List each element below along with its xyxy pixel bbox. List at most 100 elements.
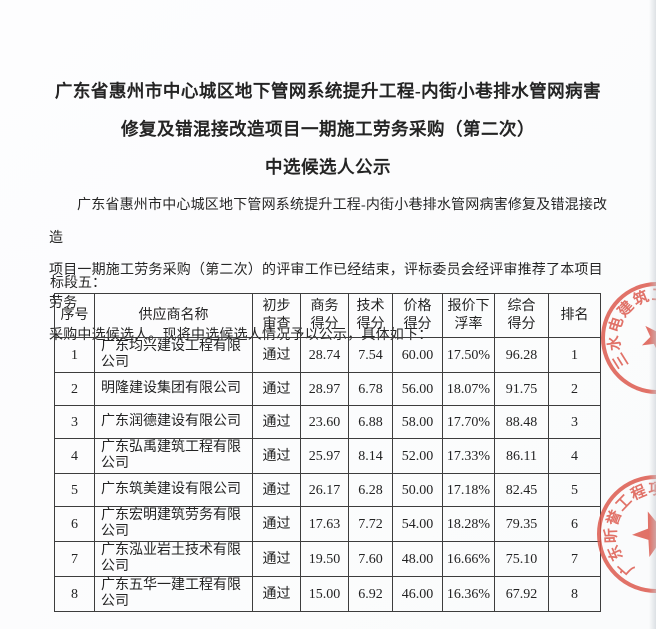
table-cell: 17.18% [442, 473, 495, 507]
table-cell: 通过 [252, 337, 301, 373]
table-cell: 通过 [252, 438, 301, 474]
cell-supplier-name: 广东泓业岩土技术有限公司 [94, 541, 253, 577]
table-cell: 79.35 [494, 506, 549, 542]
red-seal-upper: 三水电建筑工 [601, 282, 656, 394]
seal-lower-char: 东 [604, 542, 627, 563]
table-cell: 88.48 [494, 405, 549, 439]
seal-upper-char: 三 [611, 350, 633, 371]
table-cell: 6.88 [348, 405, 393, 439]
cell-supplier-name: 广东五华一建工程有限公司 [94, 576, 253, 612]
cell-supplier-name: 明隆建设集团有限公司 [94, 372, 253, 406]
table-cell: 17.33% [442, 438, 495, 474]
table-cell: 6.78 [348, 372, 393, 406]
table-cell: 通过 [252, 576, 301, 612]
table-cell: 19.50 [300, 541, 349, 577]
table-cell: 17.63 [300, 506, 349, 542]
section-label: 标段五： [50, 276, 106, 291]
table-cell: 28.97 [300, 372, 349, 406]
table-cell: 8 [54, 576, 95, 612]
table-cell: 67.92 [494, 576, 549, 612]
table-cell: 2 [54, 372, 95, 406]
table-cell: 通过 [252, 473, 301, 507]
table-cell: 7 [54, 541, 95, 577]
seal-lower-char: 项 [648, 481, 656, 498]
cell-supplier-name: 广东均兴建设工程有限公司 [94, 337, 253, 373]
table-cell: 28.74 [300, 337, 349, 373]
table-cell: 通过 [252, 506, 301, 542]
title-line-3: 中选候选人公示 [265, 157, 391, 177]
table-cell: 60.00 [392, 337, 443, 373]
table-cell: 6 [54, 506, 95, 542]
table-row: 2 明隆建设集团有限公司 通过 28.97 6.78 56.00 18.07% 91.75 2 [54, 372, 601, 406]
table-cell: 1 [548, 337, 601, 373]
table-cell: 1 [54, 337, 95, 373]
seal-lower-char: 昕 [602, 528, 621, 544]
table-cell: 96.28 [494, 337, 549, 373]
seal-upper-char: 工 [651, 288, 656, 305]
seal-upper-ring [601, 282, 656, 394]
table-row: 3 广东润德建设有限公司 通过 23.60 6.88 58.00 17.70% 88.48 3 [54, 405, 601, 439]
table-cell: 58.00 [392, 405, 443, 439]
table-cell: 17.50% [442, 337, 495, 373]
seal-lower-char: 程 [628, 482, 648, 504]
seal-lower-ring [597, 475, 656, 593]
table-cell: 通过 [252, 372, 301, 406]
red-seal-lower: 广东昕誉工程项 [597, 475, 656, 593]
table-cell: 52.00 [392, 438, 443, 474]
table-cell: 5 [54, 473, 95, 507]
document-title: 广东省惠州市中心城区地下管网系统提升工程-内街小巷排水管网病害 修复及错混接改造… [0, 72, 656, 186]
table-cell: 3 [54, 405, 95, 439]
header-discount-rate: 报价下 浮率 [442, 293, 495, 338]
table-cell: 7.72 [348, 506, 393, 542]
table-row: 1 广东均兴建设工程有限公司 通过 28.74 7.54 60.00 17.50% 96.28… [54, 337, 601, 373]
table-cell: 82.45 [494, 473, 549, 507]
title-line-1: 广东省惠州市中心城区地下管网系统提升工程-内街小巷排水管网病害 [54, 81, 602, 101]
table-row: 6 广东宏明建筑劳务有限公司 通过 17.63 7.72 54.00 18.28% 79.35… [54, 506, 601, 542]
table-cell: 75.10 [494, 541, 549, 577]
table-cell: 16.36% [442, 576, 495, 612]
seal-lower-star-icon [632, 511, 656, 558]
table-cell: 18.07% [442, 372, 495, 406]
header-composite-score: 综合 得分 [494, 293, 549, 338]
table-cell: 7 [548, 541, 601, 577]
table-header-row: 序号 供应商名称 初步 审查 商务 得分 技术 得分 价格 得分 报价下 浮率 … [54, 293, 601, 338]
score-table: 序号 供应商名称 初步 审查 商务 得分 技术 得分 价格 得分 报价下 浮率 … [54, 293, 601, 612]
seal-upper-char: 水 [604, 334, 624, 352]
table-cell: 15.00 [300, 576, 349, 612]
cell-supplier-name: 广东宏明建筑劳务有限公司 [94, 506, 253, 542]
table-row: 7 广东泓业岩土技术有限公司 通过 19.50 7.60 48.00 16.66% 75.10… [54, 541, 601, 577]
seal-upper-char: 电 [605, 315, 627, 335]
cell-supplier-name: 广东润德建设有限公司 [94, 405, 253, 439]
table-cell: 7.54 [348, 337, 393, 373]
header-technical-score: 技术 得分 [348, 293, 393, 338]
table-cell: 26.17 [300, 473, 349, 507]
table-cell: 6.28 [348, 473, 393, 507]
table-cell: 通过 [252, 405, 301, 439]
table-cell: 17.70% [442, 405, 495, 439]
seal-upper-char: 筑 [630, 287, 652, 310]
table-cell: 4 [54, 438, 95, 474]
table-cell: 56.00 [392, 372, 443, 406]
header-price-score: 价格 得分 [392, 293, 443, 338]
table-cell: 91.75 [494, 372, 549, 406]
table-cell: 6.92 [348, 576, 393, 612]
seal-lower-char: 誉 [603, 507, 626, 529]
table-cell: 通过 [252, 541, 301, 577]
table-cell: 7.60 [348, 541, 393, 577]
table-cell: 48.00 [392, 541, 443, 577]
header-seq: 序号 [54, 293, 95, 338]
table-cell: 50.00 [392, 473, 443, 507]
table-cell: 18.28% [442, 506, 495, 542]
table-cell: 2 [548, 372, 601, 406]
paragraph-line-1: 广东省惠州市中心城区地下管网系统提升工程-内街小巷排水管网病害修复及错混接改造 [49, 198, 608, 246]
header-business-score: 商务 得分 [300, 293, 349, 338]
seal-upper-star-icon [641, 323, 656, 355]
cell-supplier-name: 广东筑美建设有限公司 [94, 473, 253, 507]
table-cell: 8.14 [348, 438, 393, 474]
table-cell: 5 [548, 473, 601, 507]
table-cell: 54.00 [392, 506, 443, 542]
cell-supplier-name: 广东弘禹建筑工程有限公司 [94, 438, 253, 474]
table-cell: 86.11 [494, 438, 549, 474]
table-row: 5 广东筑美建设有限公司 通过 26.17 6.28 50.00 17.18% 82.45 5 [54, 473, 601, 507]
